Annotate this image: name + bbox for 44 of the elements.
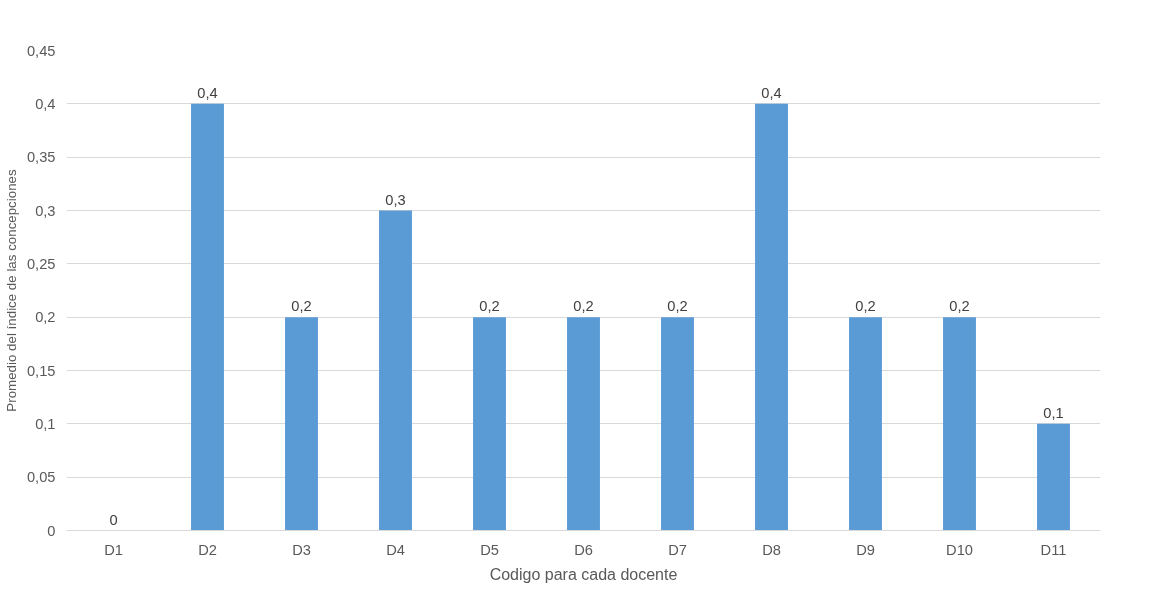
x-axis-title: Codigo para cada docente xyxy=(489,565,678,583)
x-tick-label: D1 xyxy=(104,541,123,558)
y-axis-title: Promedio del índice de las concepciones xyxy=(3,169,19,412)
x-tick-label: D9 xyxy=(856,541,875,558)
y-tick-label: 0,3 xyxy=(35,202,56,219)
x-tick-label: D6 xyxy=(574,541,593,558)
data-label: 0,2 xyxy=(291,298,312,315)
x-tick-label: D4 xyxy=(386,541,405,558)
x-tick-label: D5 xyxy=(480,541,499,558)
y-tick-label: 0,4 xyxy=(35,95,56,112)
bar xyxy=(285,317,318,531)
bar xyxy=(191,103,224,531)
data-label: 0,2 xyxy=(855,298,876,315)
bar xyxy=(567,317,600,531)
bar xyxy=(849,317,882,531)
data-label: 0,1 xyxy=(1043,404,1064,421)
data-label: 0 xyxy=(109,511,118,528)
y-tick-label: 0,15 xyxy=(26,362,56,379)
bar xyxy=(943,317,976,531)
x-tick-label: D7 xyxy=(668,541,687,558)
bar xyxy=(1037,423,1070,531)
x-tick-label: D3 xyxy=(292,541,311,558)
y-tick-label: 0,2 xyxy=(35,309,56,326)
data-label: 0,2 xyxy=(479,298,500,315)
x-tick-label: D8 xyxy=(762,541,781,558)
y-tick-label: 0,1 xyxy=(35,415,56,432)
y-tick-label: 0,05 xyxy=(26,469,56,486)
y-tick-label: 0 xyxy=(47,522,56,539)
data-label: 0,4 xyxy=(761,84,782,101)
y-tick-label: 0,35 xyxy=(26,149,56,166)
bar xyxy=(379,210,412,531)
data-label: 0,3 xyxy=(385,191,406,208)
bar xyxy=(661,317,694,531)
y-tick-label: 0,25 xyxy=(26,255,56,272)
x-tick-label: D2 xyxy=(198,541,217,558)
data-label: 0,2 xyxy=(573,298,594,315)
data-label: 0,4 xyxy=(197,84,218,101)
y-tick-label: 0,45 xyxy=(26,42,56,59)
data-label: 0,2 xyxy=(949,298,970,315)
bar xyxy=(755,103,788,531)
data-label: 0,2 xyxy=(667,298,688,315)
x-tick-label: D10 xyxy=(946,541,973,558)
bar xyxy=(473,317,506,531)
x-tick-label: D11 xyxy=(1040,541,1067,558)
